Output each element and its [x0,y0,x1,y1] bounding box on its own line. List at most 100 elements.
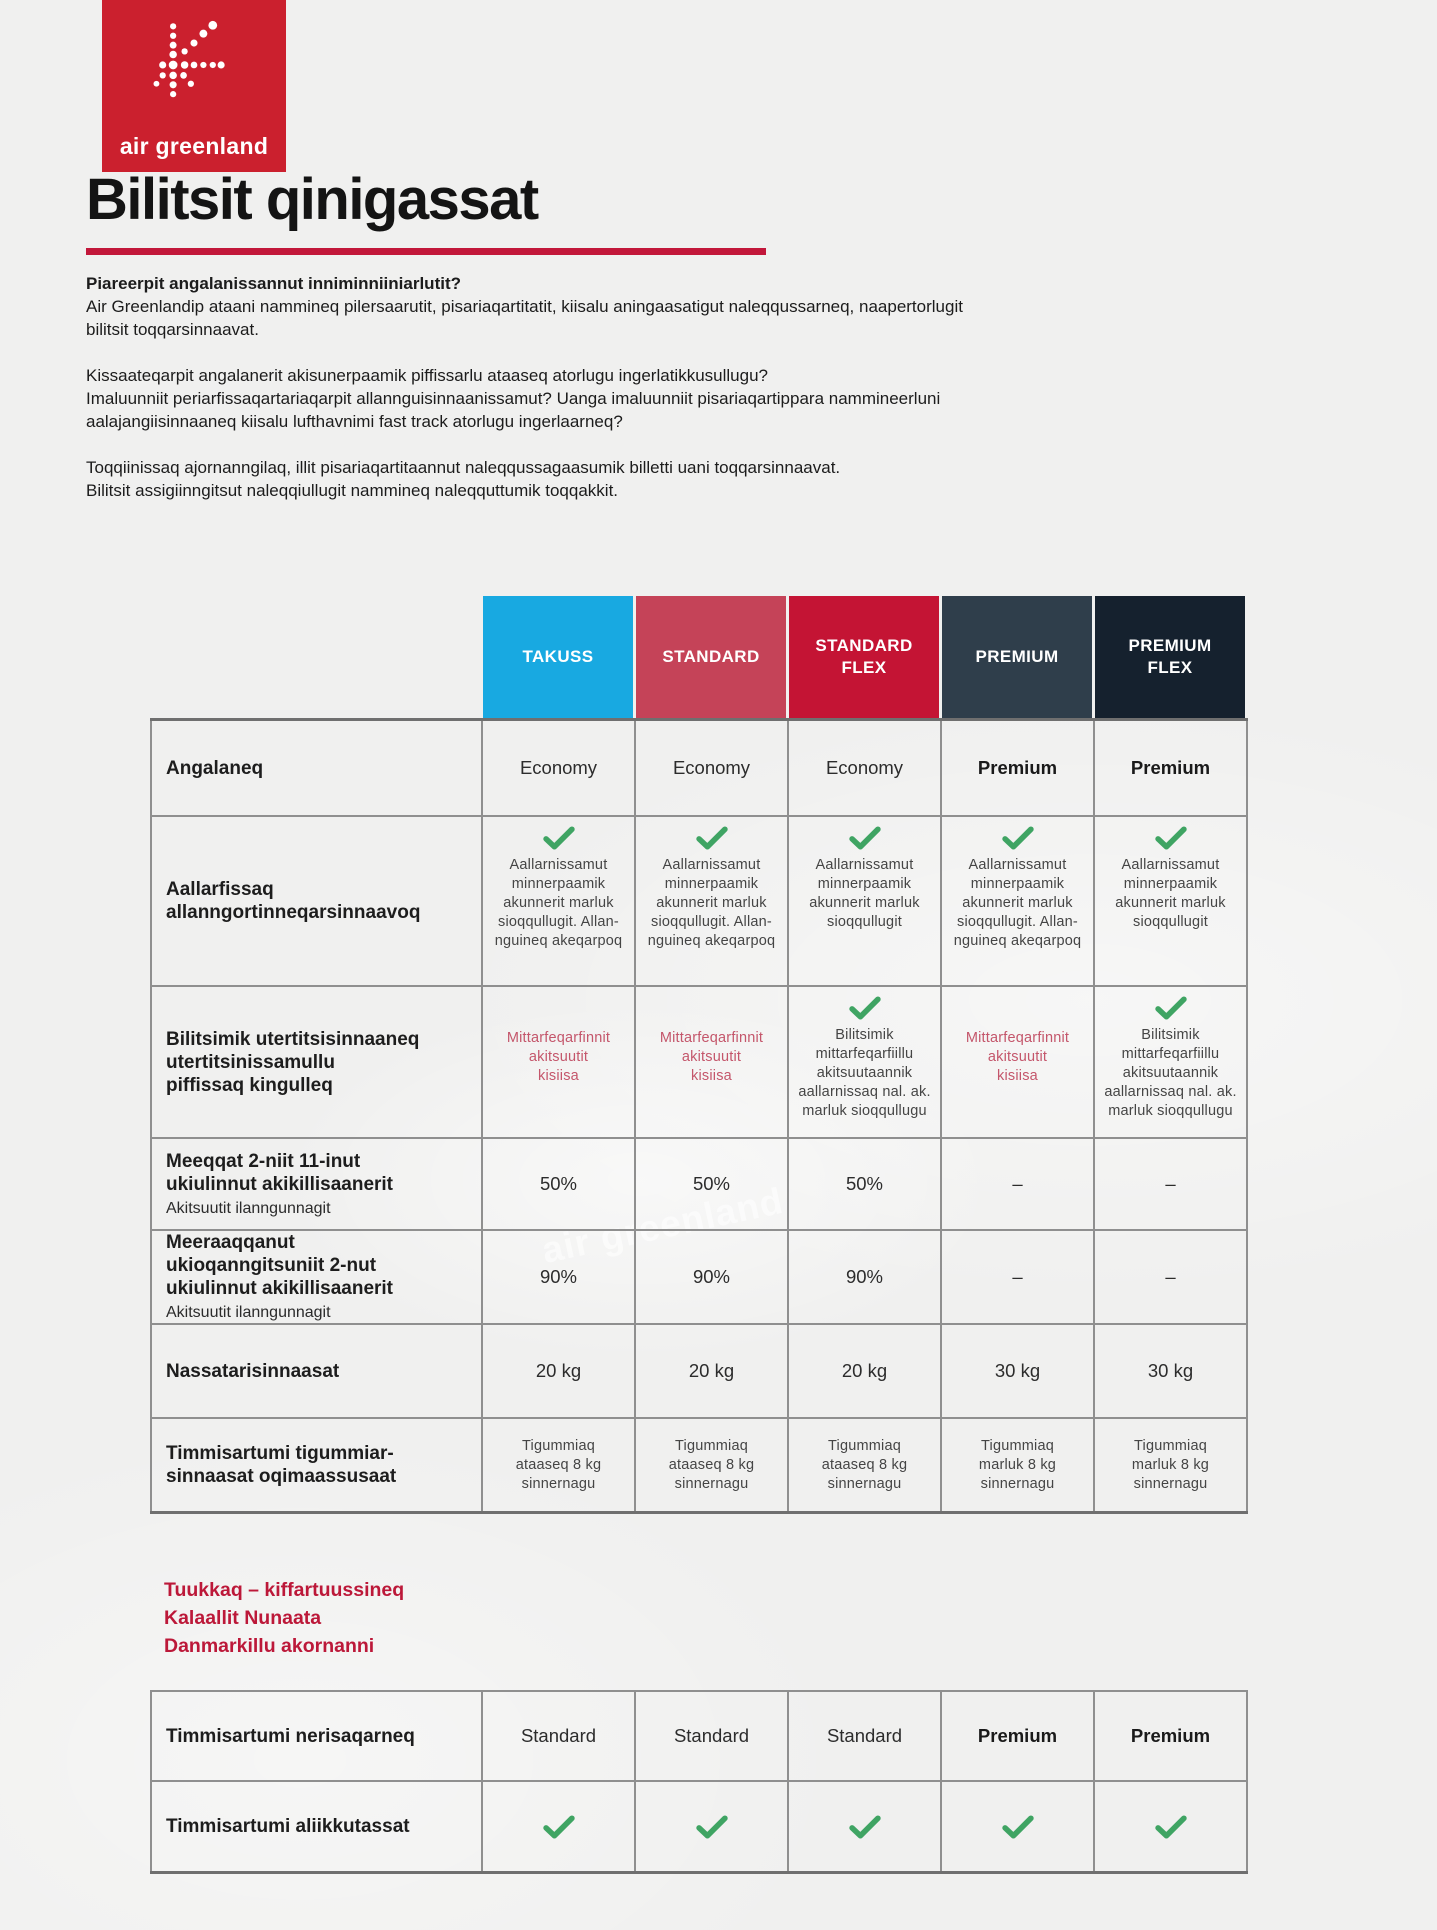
row-label-cell: Meeqqat 2-niit 11-inut ukiulinnut akikil… [150,1139,483,1229]
check-icon [542,826,575,850]
row-label-cell: Meeraaqqanut ukioqanngitsuniit 2-nut uki… [150,1231,483,1323]
table-cell: Premium [1095,721,1248,815]
intro-paragraph: Toqqiinissaq ajornanngilaq, illit pisari… [86,458,841,500]
intro-heading: Piareerpit angalanissannut inniminniinia… [86,274,461,293]
table-row: Nassatarisinnaasat 20 kg 20 kg 20 kg 30 kg 30… [150,1323,1248,1417]
section-heading: Tuukkaq – kiffartuussineq Kalaallit Nuna… [164,1579,405,1657]
plan-header-label: PREMIUM [975,647,1059,666]
cell-text: 20 kg [688,1360,735,1381]
table-cell: Mittarfeqarfinnit akitsuutit kisiisa [636,987,789,1137]
table-cell: – [1095,1231,1248,1323]
cell-text: 50% [692,1173,731,1194]
cell-text: 20 kg [535,1360,582,1381]
table-cell: 90% [636,1231,789,1323]
table-cell: Standard [789,1692,942,1780]
row-label-cell: Bilitsimik utertitsisinnaaneq utertitsin… [150,987,483,1137]
air-greenland-logo: air greenland [102,0,286,172]
table-row: Timmisartumi aliikkutassat [150,1780,1248,1871]
row-label-cell: Timmisartumi tigummiar- sinnaasat oqimaa… [150,1419,483,1511]
table-cell: Tigummiaq ataaseq 8 kg sinnernagu [636,1419,789,1511]
check-icon [1154,826,1187,850]
plan-header-label: STANDARD [662,647,760,666]
intro-text: Piareerpit angalanissannut inniminniinia… [86,272,1096,502]
cell-text: Tigummiaq ataaseq 8 kg sinnernagu [821,1437,908,1492]
row-label-cell: Angalaneq [150,721,483,815]
cell-text: 50% [845,1173,884,1194]
table-row: Timmisartumi nerisaqarneq Standard Standar… [150,1692,1248,1780]
cell-text: 90% [539,1266,578,1287]
table-cell: Aallarnissamut minnerpaamik akunnerit ma… [1095,817,1248,985]
cell-text: Tigummiaq ataaseq 8 kg sinnernagu [515,1437,602,1492]
table-cell: 50% [636,1139,789,1229]
row-label: Timmisartumi aliikkutassat [166,1816,410,1837]
plan-header-standard: STANDARD [636,596,786,718]
table-cell: Aallarnissamut minnerpaamik akunnerit ma… [636,817,789,985]
check-icon [1154,996,1187,1020]
table-cell: Bilitsimik mittarfeqarfiillu akitsuutaan… [1095,987,1248,1137]
row-label: Angalaneq [166,757,264,779]
row-label-cell: Nassatarisinnaasat [150,1325,483,1417]
intro-paragraph: Air Greenlandip ataani nammineq pilersaa… [86,297,963,339]
cell-text: 30 kg [1147,1360,1194,1381]
table-row: Angalaneq Economy Economy Economy Premium Pre… [150,721,1248,815]
check-icon [848,826,881,850]
check-icon [1001,1814,1034,1839]
plan-header-label: STANDARD FLEX [815,636,913,677]
row-label: Nassatarisinnaasat [166,1360,340,1382]
cell-text: Bilitsimik mittarfeqarfiillu akitsuutaan… [1104,1027,1237,1119]
intro-paragraph: Kissaateqarpit angalanerit akisunerpaami… [86,366,941,431]
table-cell: Tigummiaq ataaseq 8 kg sinnernagu [789,1419,942,1511]
row-label: Timmisartumi tigummiar- sinnaasat oqimaa… [166,1443,397,1487]
cell-text: Mittarfeqarfinnit akitsuutit kisiisa [659,1030,764,1084]
row-label: Meeraaqqanut ukioqanngitsuniit 2-nut uki… [166,1232,394,1299]
cell-text: Premium [1130,1725,1211,1746]
table-cell: Economy [789,721,942,815]
table-cell: Economy [483,721,636,815]
check-icon [848,996,881,1020]
cell-text: Aallarnissamut minnerpaamik akunnerit ma… [953,857,1082,949]
cell-text: Economy [519,757,598,778]
row-label-cell: Timmisartumi aliikkutassat [150,1782,483,1871]
table-cell: 90% [483,1231,636,1323]
table-cell: – [1095,1139,1248,1229]
table-cell: Aallarnissamut minnerpaamik akunnerit ma… [483,817,636,985]
cell-text: Premium [977,1725,1058,1746]
plan-header-takuss: TAKUSS [483,596,633,718]
table-cell: 90% [789,1231,942,1323]
cell-text: Mittarfeqarfinnit akitsuutit kisiisa [506,1030,611,1084]
plan-header-premium: PREMIUM [942,596,1092,718]
logo-dots-icon [153,20,225,98]
table-cell [789,1782,942,1871]
plan-header-row: TAKUSS STANDARD STANDARD FLEX PREMIUM PREMIU… [150,596,1248,718]
table-row: Meeqqat 2-niit 11-inut ukiulinnut akikil… [150,1137,1248,1229]
check-icon [695,826,728,850]
table-cell: Mittarfeqarfinnit akitsuutit kisiisa [483,987,636,1137]
table-row: Bilitsimik utertitsisinnaaneq utertitsin… [150,985,1248,1137]
cell-text: Aallarnissamut minnerpaamik akunnerit ma… [494,857,623,949]
cell-text: – [1165,1173,1176,1194]
cell-text: 20 kg [841,1360,888,1381]
cell-text: Economy [672,757,751,778]
row-label: Timmisartumi nerisaqarneq [166,1725,415,1747]
title-underline [86,248,766,255]
cell-text: Tigummiaq marluk 8 kg sinnernagu [1131,1437,1210,1492]
cell-text: Bilitsimik mittarfeqarfiillu akitsuutaan… [798,1027,931,1119]
table-cell: 50% [789,1139,942,1229]
plan-header-label: TAKUSS [522,647,594,666]
check-icon [1154,1814,1187,1839]
table-cell: Aallarnissamut minnerpaamik akunnerit ma… [789,817,942,985]
fare-comparison-table: Angalaneq Economy Economy Economy Premium Pre… [150,718,1248,1514]
cell-text: Economy [825,757,904,778]
table-row: Aallarfissaq allanngortinneqarsinnaavoq A… [150,815,1248,985]
cell-text: – [1012,1173,1023,1194]
cell-text: Standard [826,1725,903,1746]
cell-text: 90% [692,1266,731,1287]
logo-brand-text: air greenland [119,133,269,159]
table-cell [636,1782,789,1871]
cell-text: 30 kg [994,1360,1041,1381]
cell-text: 90% [845,1266,884,1287]
table-cell: Tigummiaq ataaseq 8 kg sinnernagu [483,1419,636,1511]
row-label: Meeqqat 2-niit 11-inut ukiulinnut akikil… [166,1150,394,1195]
cell-text: – [1012,1266,1023,1287]
